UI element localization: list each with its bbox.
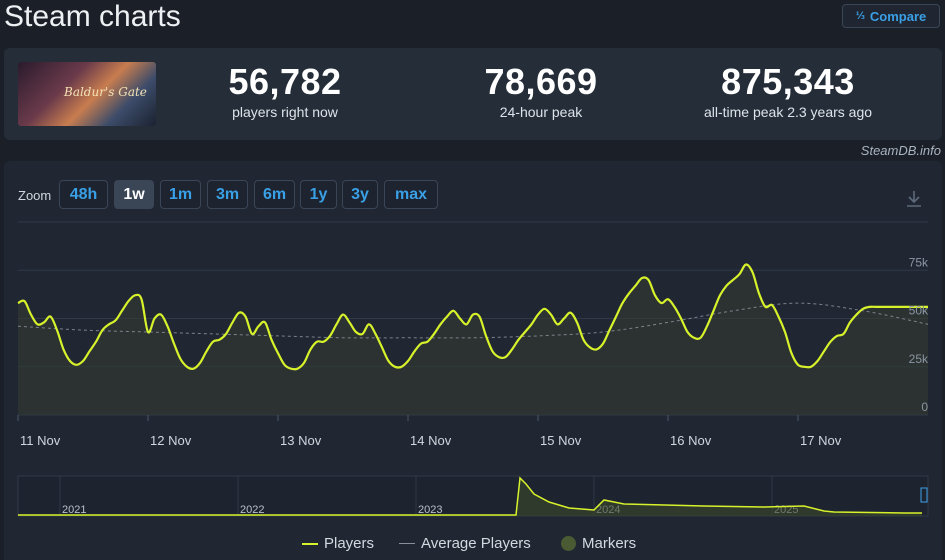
legend-markers-label: Markers	[582, 535, 637, 552]
page-title: Steam charts	[4, 0, 181, 33]
fraction-icon: ⅓	[855, 10, 865, 22]
stats-panel: Baldur's Gate 56,782 players right now 7…	[4, 48, 942, 140]
overview-navigator[interactable]: 20212022202320242025	[17, 475, 929, 517]
stat-value: 78,669	[484, 61, 598, 102]
overview-range-handle[interactable]	[920, 487, 928, 503]
game-logo-text: Baldur's Gate	[64, 85, 147, 99]
x-tick-label: 17 Nov	[800, 433, 842, 448]
zoom-6m-button[interactable]: 6m	[254, 180, 295, 209]
stat-label: all-time peak 2.3 years ago	[703, 104, 873, 120]
stat-value: 875,343	[721, 61, 855, 102]
legend-players[interactable]: Players	[302, 535, 374, 552]
x-tick-label: 14 Nov	[410, 433, 452, 448]
legend-players-swatch	[302, 542, 318, 545]
stat-all-time-peak: 875,343 all-time peak 2.3 years ago	[690, 61, 886, 121]
overview-year-label: 2022	[240, 504, 264, 516]
x-tick-label: 12 Nov	[150, 433, 192, 448]
y-tick-label: 50k	[909, 304, 929, 318]
stat-value: 56,782	[228, 61, 342, 102]
stat-label: players right now	[232, 104, 338, 120]
overview-year-label: 2021	[62, 504, 86, 516]
chart-panel: Zoom 48h 1w 1m 3m 6m 1y 3y max 0 25k 50k 75…	[4, 161, 942, 560]
players-line	[17, 263, 928, 371]
chart-legend: Players Average Players Markers	[4, 535, 942, 557]
legend-average-swatch	[399, 543, 415, 544]
steamdb-credit[interactable]: SteamDB.info	[860, 143, 941, 158]
zoom-1m-button[interactable]: 1m	[160, 180, 201, 209]
players-area	[18, 264, 928, 415]
y-tick-label: 25k	[909, 352, 929, 366]
download-icon[interactable]	[904, 189, 924, 209]
zoom-48h-button[interactable]: 48h	[59, 180, 108, 209]
y-tick-label: 75k	[909, 255, 929, 269]
stat-24h-peak: 78,669 24-hour peak	[458, 61, 624, 121]
x-tick-label: 15 Nov	[540, 433, 582, 448]
zoom-label: Zoom	[18, 188, 52, 203]
players-chart: 0 25k 50k 75k 11 Nov 12 Nov 13 Nov 14 Nov 15 No…	[17, 221, 929, 517]
overview-year-label: 2023	[418, 504, 442, 516]
game-cover-image[interactable]: Baldur's Gate	[18, 62, 156, 126]
compare-label: Compare	[869, 8, 927, 24]
zoom-1w-button[interactable]: 1w	[114, 180, 154, 209]
legend-players-label: Players	[324, 535, 375, 552]
x-tick-label: 13 Nov	[280, 433, 322, 448]
compare-button[interactable]: ⅓ Compare	[842, 4, 940, 28]
average-players-line	[17, 302, 929, 339]
legend-markers[interactable]: Markers	[561, 535, 636, 552]
zoom-3m-button[interactable]: 3m	[207, 180, 248, 209]
zoom-1y-button[interactable]: 1y	[300, 180, 337, 209]
y-tick-label: 0	[921, 400, 928, 414]
stat-current-players: 56,782 players right now	[202, 61, 368, 121]
stat-label: 24-hour peak	[499, 104, 583, 120]
legend-average-players[interactable]: Average Players	[399, 535, 531, 552]
legend-markers-swatch	[561, 536, 576, 551]
zoom-3y-button[interactable]: 3y	[342, 180, 378, 209]
x-tick-label: 11 Nov	[20, 433, 61, 448]
overview-line	[18, 476, 922, 516]
x-tick-label: 16 Nov	[670, 433, 712, 448]
zoom-max-button[interactable]: max	[384, 180, 438, 209]
legend-average-label: Average Players	[421, 535, 531, 552]
